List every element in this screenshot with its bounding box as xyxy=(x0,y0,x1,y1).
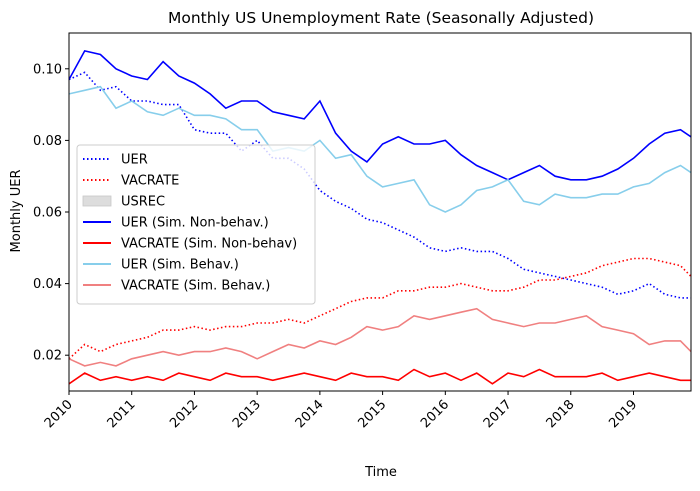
x-tick-label: 2010 xyxy=(42,397,76,431)
series-line-4 xyxy=(69,368,691,385)
series-line-1 xyxy=(69,257,691,360)
x-tick-label: 2011 xyxy=(105,397,139,431)
legend-label: VACRATE (Sim. Behav.) xyxy=(121,279,270,294)
x-tick-label: 2016 xyxy=(418,397,452,431)
x-tick-label: 2015 xyxy=(355,397,389,431)
legend-label: UER (Sim. Behav.) xyxy=(121,258,239,273)
x-tick-label: 2017 xyxy=(481,397,515,431)
legend-label: UER (Sim. Non-behav.) xyxy=(121,216,269,231)
legend-box xyxy=(76,144,316,305)
y-tick-label: 0.02 xyxy=(33,349,62,364)
legend-label: UER xyxy=(121,153,148,168)
series-line-0 xyxy=(69,71,691,299)
x-axis-label: Time xyxy=(364,465,397,480)
x-tick-label: 2014 xyxy=(293,397,327,431)
y-tick-label: 0.10 xyxy=(33,62,62,77)
legend-label: VACRATE xyxy=(121,174,179,189)
legend-label: VACRATE (Sim. Non-behav) xyxy=(121,237,297,252)
legend-swatch xyxy=(82,195,112,207)
y-tick-label: 0.06 xyxy=(33,206,62,221)
series-line-6 xyxy=(69,307,691,367)
y-tick-label: 0.08 xyxy=(33,134,62,149)
series-line-5 xyxy=(69,85,691,213)
x-tick-label: 2018 xyxy=(544,397,578,431)
x-tick-label: 2019 xyxy=(606,397,640,431)
y-tick-label: 0.04 xyxy=(33,277,62,292)
series-line-3 xyxy=(69,49,691,181)
x-tick-label: 2012 xyxy=(167,397,201,431)
legend: UER VACRATE USREC UER (Sim. Non-behav.) VACR… xyxy=(76,144,316,305)
chart-title: Monthly US Unemployment Rate (Seasonally… xyxy=(168,9,594,27)
plot-area xyxy=(69,49,691,385)
y-axis-label: Monthly UER xyxy=(9,170,24,253)
x-tick-label: 2013 xyxy=(230,397,264,431)
legend-label: USREC xyxy=(121,195,165,210)
